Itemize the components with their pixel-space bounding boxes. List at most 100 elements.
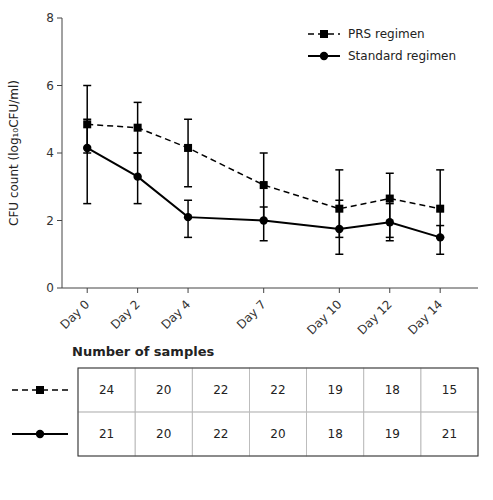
table-cell bbox=[364, 368, 421, 412]
table-value: 24 bbox=[99, 383, 114, 397]
table-value: 20 bbox=[156, 427, 171, 441]
x-tick bbox=[440, 288, 441, 293]
table-value: 21 bbox=[442, 427, 457, 441]
sample-table: 24 20 22 22 19 18 15 21 20 22 20 18 19 21 bbox=[12, 368, 478, 456]
legend-marker bbox=[320, 30, 328, 38]
table-value: 20 bbox=[270, 427, 285, 441]
point bbox=[83, 144, 91, 152]
point bbox=[133, 172, 141, 180]
error-bar-cap bbox=[335, 200, 343, 202]
table-cell bbox=[421, 368, 478, 412]
error-bar-cap bbox=[386, 240, 394, 242]
x-tick bbox=[87, 288, 88, 293]
error-bar-cap bbox=[134, 152, 142, 154]
error-bar-cap bbox=[184, 237, 192, 239]
table-border bbox=[78, 368, 478, 456]
table-cell bbox=[364, 412, 421, 456]
table-cell bbox=[421, 412, 478, 456]
legend-label: PRS regimen bbox=[348, 27, 425, 41]
error-bar-cap bbox=[260, 206, 268, 208]
series-line bbox=[87, 148, 440, 237]
y-tick-label: 6 bbox=[46, 79, 54, 93]
x-tick bbox=[339, 288, 340, 293]
error-bar-cap bbox=[184, 200, 192, 202]
x-tick bbox=[263, 288, 264, 293]
y-tick bbox=[57, 288, 62, 289]
table-value: 22 bbox=[213, 427, 228, 441]
y-tick bbox=[57, 220, 62, 221]
legend: PRS regimenStandard regimen bbox=[308, 27, 456, 63]
error-bar bbox=[134, 153, 142, 204]
error-bar-cap bbox=[386, 203, 394, 205]
y-tick bbox=[57, 18, 62, 19]
plot-area bbox=[83, 86, 444, 255]
table-row-marker bbox=[36, 386, 44, 394]
table-cell bbox=[249, 412, 306, 456]
error-bar-cap bbox=[436, 254, 444, 256]
error-bar-cap bbox=[83, 119, 91, 121]
table-value: 15 bbox=[442, 383, 457, 397]
point bbox=[386, 218, 394, 226]
error-bar-cap bbox=[386, 173, 394, 175]
error-bar-cap bbox=[260, 152, 268, 154]
point bbox=[184, 213, 192, 221]
point bbox=[134, 124, 142, 132]
error-bar bbox=[260, 207, 268, 241]
table-value: 21 bbox=[99, 427, 114, 441]
table-cell bbox=[135, 412, 192, 456]
point bbox=[436, 205, 444, 213]
table-cell bbox=[307, 412, 364, 456]
table-cell bbox=[307, 368, 364, 412]
x-tick-label: Day 10 bbox=[304, 297, 344, 337]
error-bar-cap bbox=[436, 169, 444, 171]
point bbox=[436, 233, 444, 241]
error-bar-cap bbox=[83, 85, 91, 87]
error-bar bbox=[386, 204, 394, 241]
table-cell bbox=[78, 412, 135, 456]
table-cell bbox=[192, 368, 249, 412]
x-tick-label: Day 7 bbox=[234, 297, 269, 332]
point bbox=[386, 195, 394, 203]
x-tick bbox=[137, 288, 138, 293]
y-tick-label: 4 bbox=[46, 146, 54, 160]
chart: 02468Day 0Day 2Day 4Day 7Day 10Day 12Day… bbox=[0, 0, 493, 500]
table-value: 19 bbox=[328, 383, 343, 397]
table-title: Number of samples bbox=[72, 344, 214, 359]
error-bar-cap bbox=[184, 119, 192, 121]
x-tick-label: Day 0 bbox=[58, 297, 93, 332]
x-tick-label: Day 14 bbox=[405, 297, 445, 337]
y-tick-label: 2 bbox=[46, 214, 54, 228]
error-bar-cap bbox=[436, 225, 444, 227]
error-bar bbox=[335, 200, 343, 254]
table-value: 18 bbox=[385, 383, 400, 397]
x-axis-line bbox=[62, 288, 478, 289]
error-bar-cap bbox=[134, 102, 142, 104]
table-value: 18 bbox=[328, 427, 343, 441]
table-value: 19 bbox=[385, 427, 400, 441]
table-value: 22 bbox=[270, 383, 285, 397]
table-row-marker bbox=[36, 430, 44, 438]
y-tick bbox=[57, 85, 62, 86]
legend-marker bbox=[320, 52, 328, 60]
error-bar bbox=[83, 119, 91, 203]
error-bar bbox=[134, 102, 142, 153]
error-bar-stem bbox=[86, 119, 88, 203]
error-bar-cap bbox=[134, 152, 142, 154]
table-cell bbox=[192, 412, 249, 456]
table-cell bbox=[78, 368, 135, 412]
x-tick-label: Day 2 bbox=[108, 297, 143, 332]
point bbox=[260, 181, 268, 189]
y-tick-label: 8 bbox=[46, 11, 54, 25]
series-line bbox=[87, 124, 440, 208]
point bbox=[184, 144, 192, 152]
x-tick-label: Day 4 bbox=[158, 297, 193, 332]
table-value: 22 bbox=[213, 383, 228, 397]
error-bar-cap bbox=[184, 186, 192, 188]
table-value: 20 bbox=[156, 383, 171, 397]
x-tick-label: Day 12 bbox=[355, 297, 395, 337]
y-axis-label: CFU count (log₁₀CFU/ml) bbox=[7, 80, 21, 226]
point bbox=[335, 225, 343, 233]
table-cell bbox=[135, 368, 192, 412]
x-tick bbox=[188, 288, 189, 293]
error-bar-cap bbox=[260, 240, 268, 242]
